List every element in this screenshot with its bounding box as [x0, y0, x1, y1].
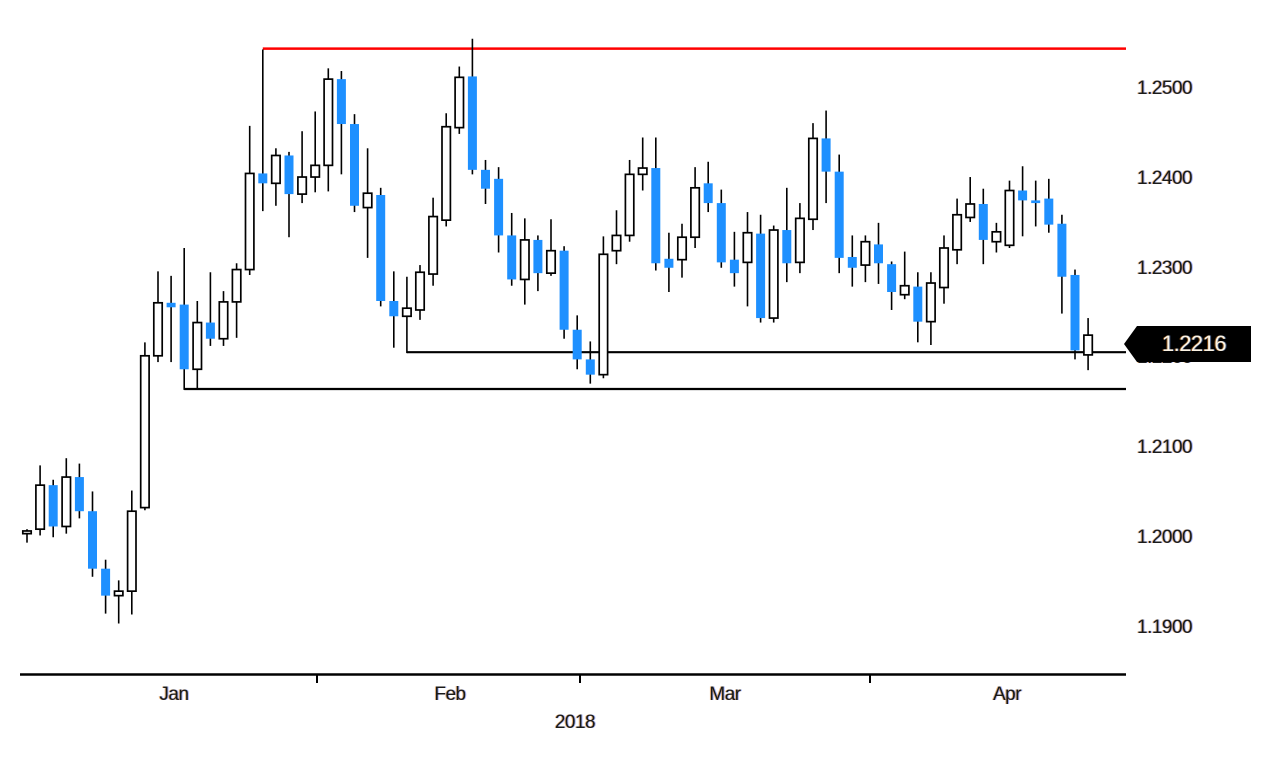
candle-body-bearish	[205, 322, 215, 339]
candle-body-bearish	[467, 76, 477, 170]
candle-body-bullish	[362, 192, 373, 209]
candle-body-bearish	[887, 264, 897, 293]
candle-body-bullish	[519, 239, 530, 281]
candle-body-bullish	[598, 253, 609, 376]
month-label: Jan	[159, 684, 189, 705]
candle-body-bullish	[152, 301, 164, 357]
candle-body-bullish	[113, 590, 124, 597]
candle-body-bearish	[1018, 190, 1028, 201]
price-axis-label: 1.1900	[1137, 616, 1193, 638]
last-price-tag-arrow	[1124, 326, 1137, 363]
candle-body-bearish	[1044, 198, 1054, 225]
candle-body-bullish	[545, 249, 557, 275]
candle-body-bullish	[218, 301, 229, 340]
candle-body-bullish	[952, 213, 963, 251]
candle-body-bearish	[585, 359, 595, 375]
candle-body-bearish	[913, 286, 923, 322]
month-label: Apr	[992, 684, 1022, 705]
candle-body-bearish	[258, 173, 268, 184]
price-axis-label: 1.2500	[1137, 78, 1193, 99]
candle-body-bullish	[21, 530, 33, 535]
candle-body-bearish	[703, 183, 713, 204]
candle-body-bearish	[48, 485, 58, 527]
candle-body-bullish	[965, 203, 976, 219]
candle-body-bearish	[834, 171, 844, 258]
candle-body-bullish	[61, 476, 72, 528]
month-label: Feb	[434, 684, 466, 705]
candle-body-bearish	[166, 302, 176, 308]
candle-body-bearish	[284, 155, 294, 195]
candle-body-bearish	[481, 169, 490, 189]
candle-body-bearish	[716, 203, 726, 263]
candle-body-bullish	[323, 78, 334, 167]
candle-body-bearish	[101, 568, 111, 596]
candle-body-bearish	[494, 178, 504, 236]
candle-body-bullish	[624, 173, 635, 237]
candle-body-bullish	[1004, 189, 1015, 247]
candle-body-bearish	[1057, 223, 1067, 277]
candle-body-bullish	[428, 215, 439, 275]
price-axis-label: 1.2400	[1137, 167, 1193, 189]
candle-body-bullish	[794, 217, 805, 264]
price-axis-label: 1.2000	[1137, 527, 1193, 549]
price-axis-label: 1.2300	[1137, 257, 1193, 279]
candle-body-bearish	[74, 477, 84, 512]
price-axis-label: 1.2100	[1137, 437, 1193, 459]
candle-body-bearish	[1031, 200, 1041, 204]
candle-body-bullish	[742, 231, 753, 264]
candle-body-bullish	[139, 354, 150, 509]
candle-body-bullish	[126, 510, 137, 592]
candle-body-bullish	[860, 240, 871, 266]
candle-body-bullish	[441, 125, 452, 222]
candle-body-bullish	[297, 176, 308, 195]
candle-body-bearish	[821, 138, 831, 172]
candle-body-bullish	[244, 172, 255, 271]
candle-body-bullish	[690, 186, 701, 239]
candle-body-bearish	[756, 233, 766, 319]
candle-body-bearish	[179, 304, 189, 370]
candle-body-bullish	[414, 271, 426, 311]
last-price-tag: 1.2216	[1137, 326, 1251, 363]
candle-body-bullish	[611, 234, 622, 252]
candle-body-bearish	[559, 250, 569, 330]
candle-body-bearish	[507, 235, 517, 280]
candle-body-bullish	[401, 307, 412, 318]
candle-body-bullish	[231, 268, 242, 303]
candle-body-bearish	[572, 329, 582, 360]
candle-body-bearish	[376, 194, 386, 301]
candle-body-bearish	[847, 256, 857, 268]
candle-body-bullish	[676, 236, 688, 261]
candle-body-bearish	[389, 300, 399, 317]
month-label: Mar	[709, 684, 741, 705]
candle-body-bearish	[336, 79, 346, 125]
candle-body-bearish	[88, 511, 97, 569]
candle-body-bullish	[991, 230, 1002, 243]
candle-body-bullish	[768, 229, 779, 319]
candle-body-bullish	[35, 484, 46, 531]
candle-body-bullish	[807, 137, 819, 221]
candle-body-bullish	[192, 321, 203, 371]
last-price-value: 1.2216	[1161, 331, 1227, 357]
candle-body-bearish	[651, 168, 661, 264]
candle-body-bearish	[782, 230, 792, 264]
candle-body-bullish	[938, 247, 950, 289]
candle-body-bearish	[533, 239, 543, 274]
candle-body-bullish	[270, 154, 281, 185]
year-label: 2018	[554, 712, 596, 733]
candle-body-bearish	[1070, 274, 1080, 351]
candle-body-bullish	[899, 284, 910, 296]
candle-body-bullish	[310, 164, 321, 178]
candle-body-bearish	[729, 259, 739, 274]
candle-body-bullish	[637, 167, 648, 176]
candle-body-bearish	[874, 244, 883, 264]
candle-body-bullish	[454, 76, 465, 129]
candle-body-bearish	[350, 124, 359, 206]
candle-body-bearish	[664, 258, 674, 268]
candle-body-bearish	[978, 203, 988, 240]
candle-body-bullish	[925, 282, 936, 323]
candle-body-bullish	[1083, 334, 1094, 356]
